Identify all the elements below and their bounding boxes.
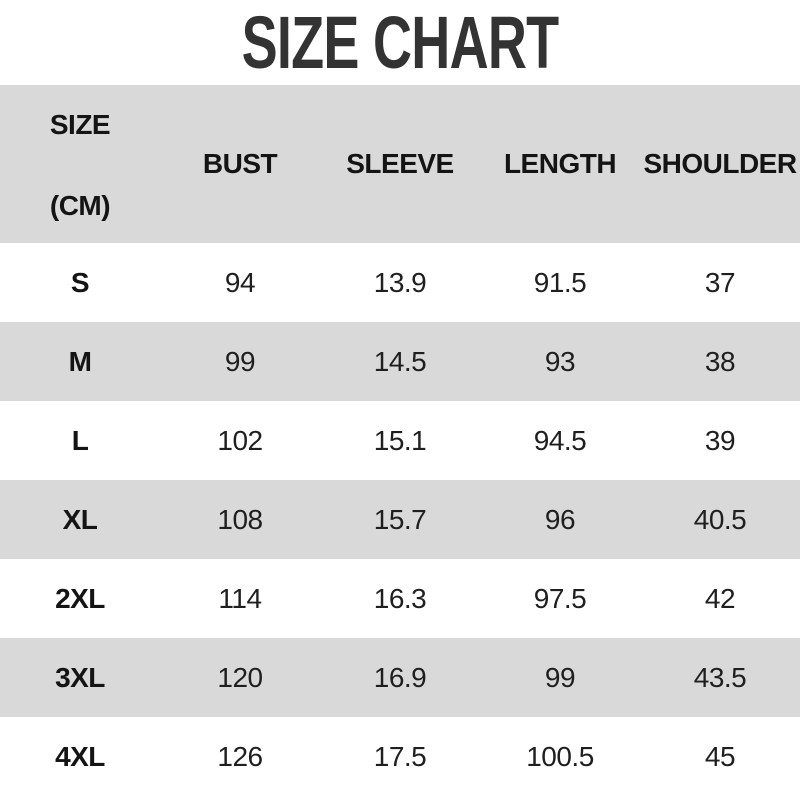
header-cm-label: (CM) <box>49 190 111 221</box>
cell-bust: 102 <box>217 424 263 456</box>
row-size-label: 4XL <box>55 740 105 772</box>
cell-length: 97.5 <box>533 582 587 614</box>
row-size-label: S <box>70 266 90 298</box>
cell-shoulder: 37 <box>704 266 736 298</box>
header-length: LENGTH <box>503 148 617 179</box>
cell-sleeve: 16.9 <box>373 661 427 693</box>
cell-length: 100.5 <box>526 740 594 772</box>
row-size-label: XL <box>62 503 98 535</box>
cell-sleeve: 16.3 <box>373 582 427 614</box>
cell-length: 94.5 <box>533 424 587 456</box>
cell-bust: 114 <box>218 582 262 614</box>
cell-shoulder: 42 <box>704 582 736 614</box>
page-title: SIZE CHART <box>241 0 560 84</box>
table-row-3xl: 3XL 120 16.9 99 43.5 <box>0 638 800 717</box>
cell-sleeve: 14.5 <box>373 345 427 377</box>
size-chart-table: SIZE (CM) BUST SLEEVE LENGTH SHOULDER S … <box>0 85 800 796</box>
cell-shoulder: 39 <box>704 424 736 456</box>
header-sleeve: SLEEVE <box>346 148 454 179</box>
cell-sleeve: 15.1 <box>373 424 427 456</box>
table-row-2xl: 2XL 114 16.3 97.5 42 <box>0 559 800 638</box>
row-size-label: M <box>68 345 92 377</box>
cell-bust: 99 <box>224 345 256 377</box>
cell-bust: 94 <box>224 266 256 298</box>
cell-bust: 126 <box>217 740 263 772</box>
cell-sleeve: 17.5 <box>373 740 427 772</box>
header-size-cm: SIZE (CM) <box>0 85 160 243</box>
cell-sleeve: 15.7 <box>373 503 427 535</box>
cell-shoulder: 38 <box>704 345 736 377</box>
cell-sleeve: 13.9 <box>373 266 427 298</box>
table-row-s: S 94 13.9 91.5 37 <box>0 243 800 322</box>
row-size-label: 3XL <box>55 661 105 693</box>
table-row-xl: XL 108 15.7 96 40.5 <box>0 480 800 559</box>
cell-shoulder: 40.5 <box>693 503 747 535</box>
row-size-label: L <box>71 424 89 456</box>
cell-shoulder: 45 <box>704 740 736 772</box>
table-row-m: M 99 14.5 93 38 <box>0 322 800 401</box>
table-row-l: L 102 15.1 94.5 39 <box>0 401 800 480</box>
cell-length: 93 <box>544 345 576 377</box>
header-size-label: SIZE <box>49 109 111 140</box>
cell-length: 91.5 <box>533 266 587 298</box>
cell-shoulder: 43.5 <box>693 661 747 693</box>
cell-bust: 120 <box>217 661 263 693</box>
row-size-label: 2XL <box>55 582 105 614</box>
cell-bust: 108 <box>217 503 263 535</box>
header-shoulder: SHOULDER <box>643 148 797 179</box>
table-header-row: SIZE (CM) BUST SLEEVE LENGTH SHOULDER <box>0 85 800 243</box>
table-row-4xl: 4XL 126 17.5 100.5 45 <box>0 717 800 796</box>
title-bar: SIZE CHART <box>0 0 800 85</box>
cell-length: 96 <box>544 503 576 535</box>
header-bust: BUST <box>202 148 278 179</box>
cell-length: 99 <box>544 661 576 693</box>
